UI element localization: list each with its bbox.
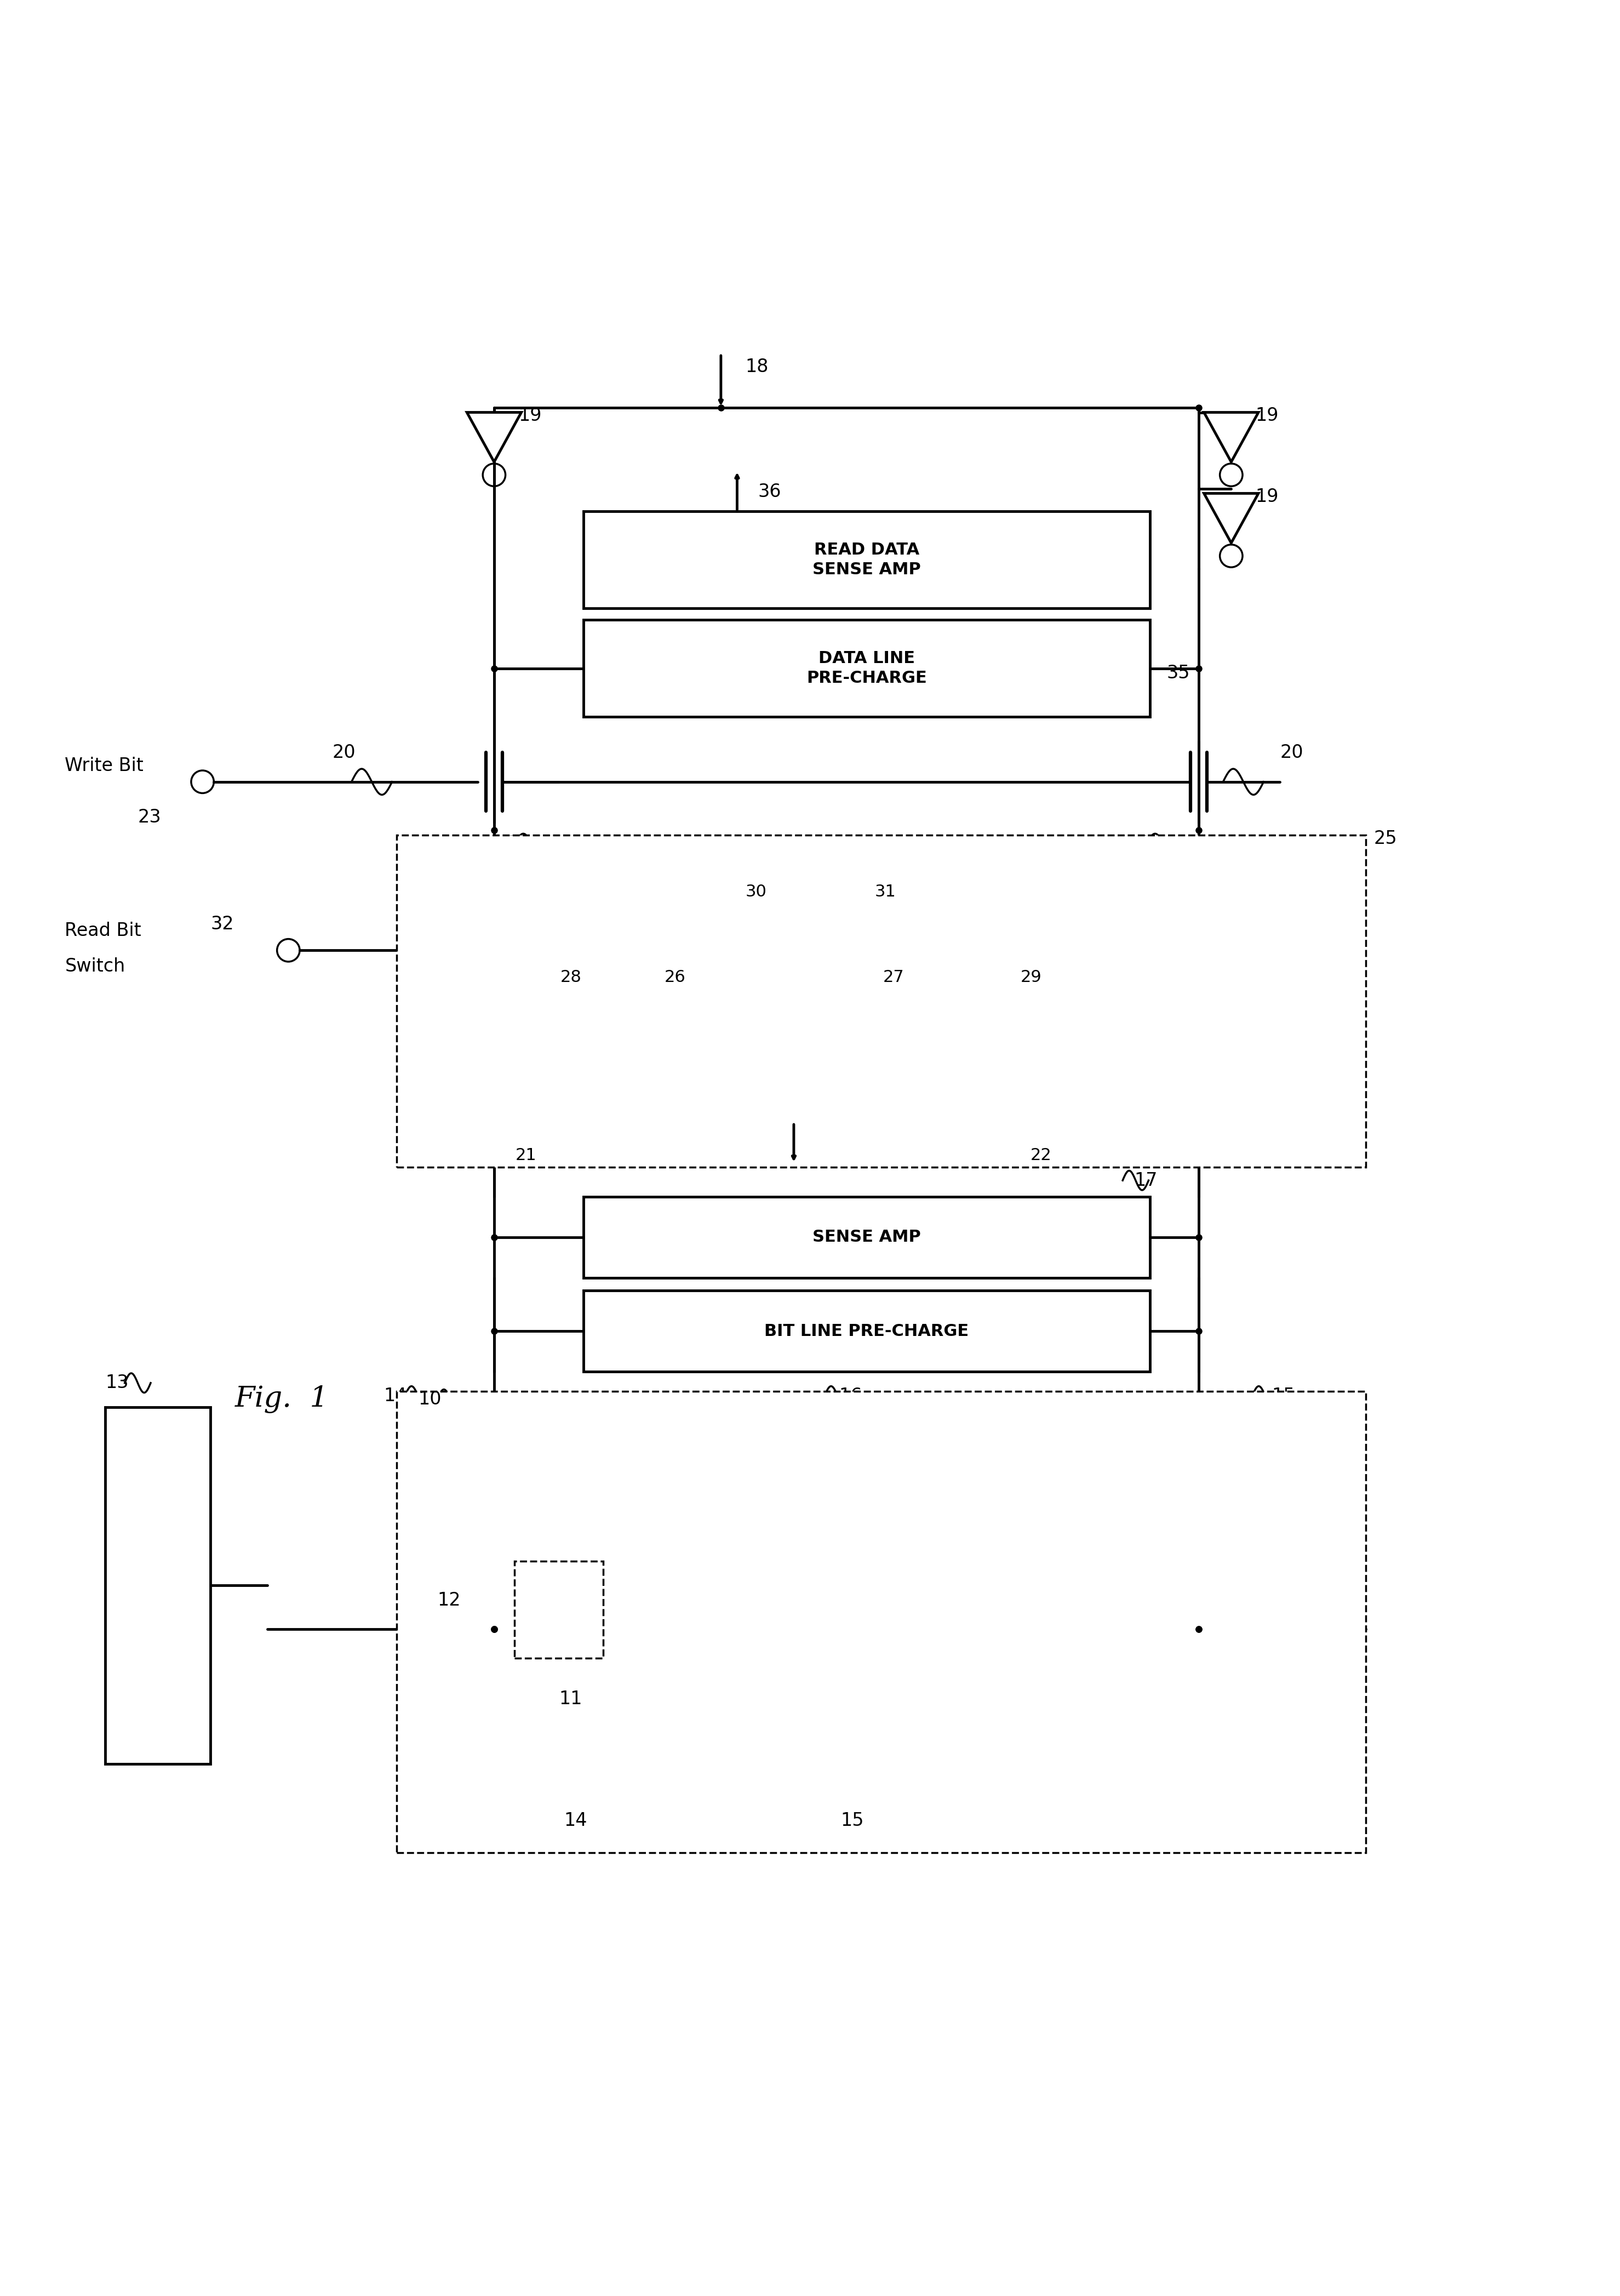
Bar [105, 1407, 211, 1763]
Bar [583, 620, 1150, 716]
Text: 32: 32 [211, 916, 233, 934]
Text: Read Bit: Read Bit [65, 921, 141, 939]
Text: 19: 19 [518, 406, 541, 425]
Text: READ DATA
SENSE AMP: READ DATA SENSE AMP [813, 542, 920, 579]
Text: 17: 17 [1134, 1171, 1157, 1189]
Text: SENSE AMP: SENSE AMP [813, 1228, 920, 1244]
Bar [583, 1196, 1150, 1277]
Text: 25: 25 [1374, 829, 1396, 847]
Text: 35: 35 [1166, 664, 1189, 682]
Text: 13: 13 [105, 1373, 128, 1391]
Text: 15: 15 [1272, 1387, 1294, 1405]
Text: 36: 36 [758, 482, 781, 501]
Text: 34: 34 [1139, 833, 1162, 852]
Text: 31: 31 [875, 884, 896, 900]
Text: 14: 14 [564, 1812, 586, 1830]
Text: 10: 10 [418, 1389, 441, 1407]
Text: Write Bit: Write Bit [65, 758, 144, 774]
Text: 11: 11 [559, 1690, 582, 1708]
Text: DATA LINE
PRE-CHARGE: DATA LINE PRE-CHARGE [807, 650, 927, 687]
Text: 19: 19 [1256, 487, 1278, 505]
Polygon shape [1204, 494, 1259, 542]
Bar [397, 836, 1366, 1166]
Text: BIT LINE PRE-CHARGE: BIT LINE PRE-CHARGE [765, 1322, 969, 1339]
Polygon shape [467, 413, 522, 461]
Bar [397, 1391, 1366, 1853]
Bar [514, 1561, 603, 1658]
Polygon shape [1204, 413, 1259, 461]
Text: 20: 20 [332, 744, 355, 762]
Text: 26: 26 [664, 969, 685, 985]
Text: 12: 12 [437, 1591, 460, 1609]
Text: 15: 15 [841, 1812, 863, 1830]
Text: Fig.  1: Fig. 1 [235, 1384, 329, 1412]
Text: 28: 28 [561, 969, 582, 985]
Text: 14: 14 [384, 1387, 407, 1405]
Text: 18: 18 [745, 358, 768, 377]
Text: Switch: Switch [65, 957, 125, 976]
Bar [583, 1290, 1150, 1371]
Text: 20: 20 [1280, 744, 1302, 762]
Text: 30: 30 [745, 884, 766, 900]
Text: 33: 33 [507, 833, 530, 852]
Text: 23: 23 [138, 808, 160, 827]
Text: 21: 21 [515, 1148, 536, 1164]
Bar [583, 512, 1150, 608]
Text: 29: 29 [1021, 969, 1042, 985]
Text: 19: 19 [1256, 406, 1278, 425]
Text: 27: 27 [883, 969, 904, 985]
Text: 16: 16 [839, 1387, 862, 1405]
Text: 22: 22 [1030, 1148, 1051, 1164]
